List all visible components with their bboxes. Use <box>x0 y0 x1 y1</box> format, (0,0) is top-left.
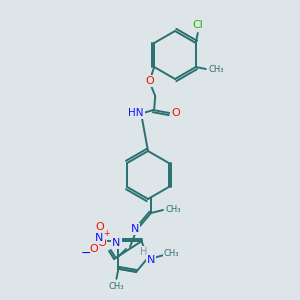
Text: N: N <box>95 233 103 243</box>
Text: O: O <box>172 108 181 118</box>
Text: CH₃: CH₃ <box>165 205 181 214</box>
Text: HN: HN <box>128 108 144 118</box>
Text: H: H <box>140 247 148 257</box>
Text: N: N <box>112 238 121 248</box>
Text: O: O <box>95 222 104 232</box>
Text: O: O <box>98 238 106 248</box>
Text: CH₃: CH₃ <box>208 64 224 74</box>
Text: O: O <box>89 244 98 254</box>
Text: O: O <box>146 76 154 86</box>
Text: N: N <box>146 255 155 265</box>
Text: Cl: Cl <box>192 20 203 30</box>
Text: CH₃: CH₃ <box>109 282 124 291</box>
Text: CH₃: CH₃ <box>164 249 179 258</box>
Text: N: N <box>131 224 139 234</box>
Text: −: − <box>81 247 92 260</box>
Text: +: + <box>103 229 110 238</box>
